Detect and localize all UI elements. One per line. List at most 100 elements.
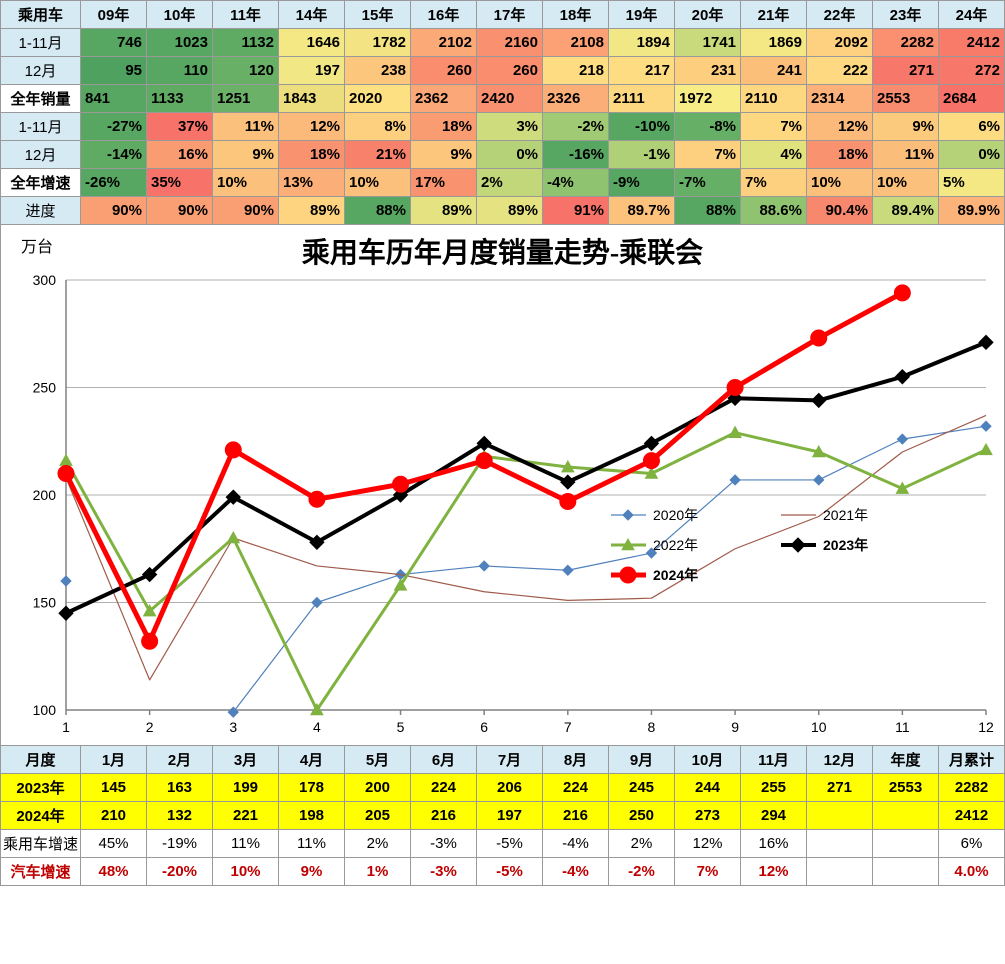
year-header: 24年 [939,1,1005,29]
heatmap-cell: 1782 [345,29,411,57]
svg-text:3: 3 [229,719,237,735]
bottom-data-cell: -5% [477,858,543,886]
bottom-data-cell: 12% [741,858,807,886]
bottom-row-label: 乘用车增速 [1,830,81,858]
heatmap-cell: 7% [675,141,741,169]
heatmap-cell: 88% [675,197,741,225]
bottom-header-cell: 月累计 [939,746,1005,774]
svg-text:250: 250 [33,380,57,396]
bottom-data-cell: 16% [741,830,807,858]
heatmap-cell: 10% [807,169,873,197]
year-header: 22年 [807,1,873,29]
heatmap-cell: 12% [279,113,345,141]
heatmap-cell: 11% [213,113,279,141]
bottom-data-cell [807,830,873,858]
svg-text:7: 7 [564,719,572,735]
heatmap-cell: 21% [345,141,411,169]
heatmap-cell: 2684 [939,85,1005,113]
year-header: 17年 [477,1,543,29]
svg-text:2024年: 2024年 [653,567,698,583]
bottom-data-cell: 163 [147,774,213,802]
svg-text:12: 12 [978,719,994,735]
heatmap-cell: 88% [345,197,411,225]
heatmap-cell: -10% [609,113,675,141]
bottom-data-cell: 221 [213,802,279,830]
bottom-header-cell: 6月 [411,746,477,774]
bottom-data-cell [873,858,939,886]
svg-text:8: 8 [648,719,656,735]
bottom-row-label: 2023年 [1,774,81,802]
row-label: 12月 [1,57,81,85]
svg-text:2020年: 2020年 [653,507,698,523]
bottom-row-label: 汽车增速 [1,858,81,886]
heatmap-cell: 1646 [279,29,345,57]
heatmap-cell: 238 [345,57,411,85]
heatmap-cell: 841 [81,85,147,113]
bottom-data-cell: 2% [345,830,411,858]
row-label: 1-11月 [1,113,81,141]
heatmap-cell: 1894 [609,29,675,57]
heatmap-cell: -14% [81,141,147,169]
svg-text:5: 5 [397,719,405,735]
bottom-data-cell: 11% [279,830,345,858]
svg-text:11: 11 [895,719,910,735]
year-header: 20年 [675,1,741,29]
row-label: 全年销量 [1,85,81,113]
heatmap-cell: 2108 [543,29,609,57]
chart-container: 万台 乘用车历年月度销量走势-乘联会 100150200250300123456… [0,225,1005,745]
year-header: 23年 [873,1,939,29]
heatmap-cell: -16% [543,141,609,169]
svg-text:1: 1 [62,719,70,735]
row-label: 进度 [1,197,81,225]
heatmap-cell: 2412 [939,29,1005,57]
heatmap-cell: 222 [807,57,873,85]
bottom-data-cell: 224 [411,774,477,802]
heatmap-cell: 1251 [213,85,279,113]
heatmap-cell: 1023 [147,29,213,57]
bottom-data-table: 月度1月2月3月4月5月6月7月8月9月10月11月12月年度月累计 2023年… [0,745,1005,886]
bottom-data-cell: 132 [147,802,213,830]
heatmap-cell: 1133 [147,85,213,113]
bottom-header-cell: 9月 [609,746,675,774]
bottom-data-cell: 4.0% [939,858,1005,886]
heatmap-cell: 2282 [873,29,939,57]
svg-text:10: 10 [811,719,827,735]
heatmap-cell: 6% [939,113,1005,141]
heatmap-cell: -26% [81,169,147,197]
year-header: 19年 [609,1,675,29]
heatmap-cell: 90% [213,197,279,225]
bottom-data-cell: -4% [543,830,609,858]
heatmap-cell: 271 [873,57,939,85]
bottom-data-cell: 2553 [873,774,939,802]
bottom-data-cell: 178 [279,774,345,802]
year-header: 11年 [213,1,279,29]
bottom-header-cell: 11月 [741,746,807,774]
heatmap-cell: 9% [873,113,939,141]
svg-text:9: 9 [731,719,739,735]
heatmap-cell: 90% [81,197,147,225]
bottom-data-cell: -19% [147,830,213,858]
bottom-header-cell: 8月 [543,746,609,774]
heatmap-cell: -7% [675,169,741,197]
heatmap-cell: 10% [345,169,411,197]
heatmap-cell: 37% [147,113,213,141]
heatmap-cell: 2% [477,169,543,197]
heatmap-cell: 218 [543,57,609,85]
bottom-data-cell: 197 [477,802,543,830]
bottom-data-cell: 244 [675,774,741,802]
line-chart: 1001502002503001234567891011122020年2021年… [1,225,1005,745]
heatmap-cell: -27% [81,113,147,141]
bottom-data-cell: 216 [411,802,477,830]
bottom-header-cell: 4月 [279,746,345,774]
bottom-data-cell [873,802,939,830]
bottom-header-cell: 7月 [477,746,543,774]
heatmap-cell: 90.4% [807,197,873,225]
heatmap-cell: 95 [81,57,147,85]
heatmap-cell: 120 [213,57,279,85]
heatmap-cell: 260 [411,57,477,85]
heatmap-cell: 197 [279,57,345,85]
heatmap-cell: 2314 [807,85,873,113]
heatmap-cell: 0% [477,141,543,169]
heatmap-cell: 9% [213,141,279,169]
bottom-data-cell: -4% [543,858,609,886]
